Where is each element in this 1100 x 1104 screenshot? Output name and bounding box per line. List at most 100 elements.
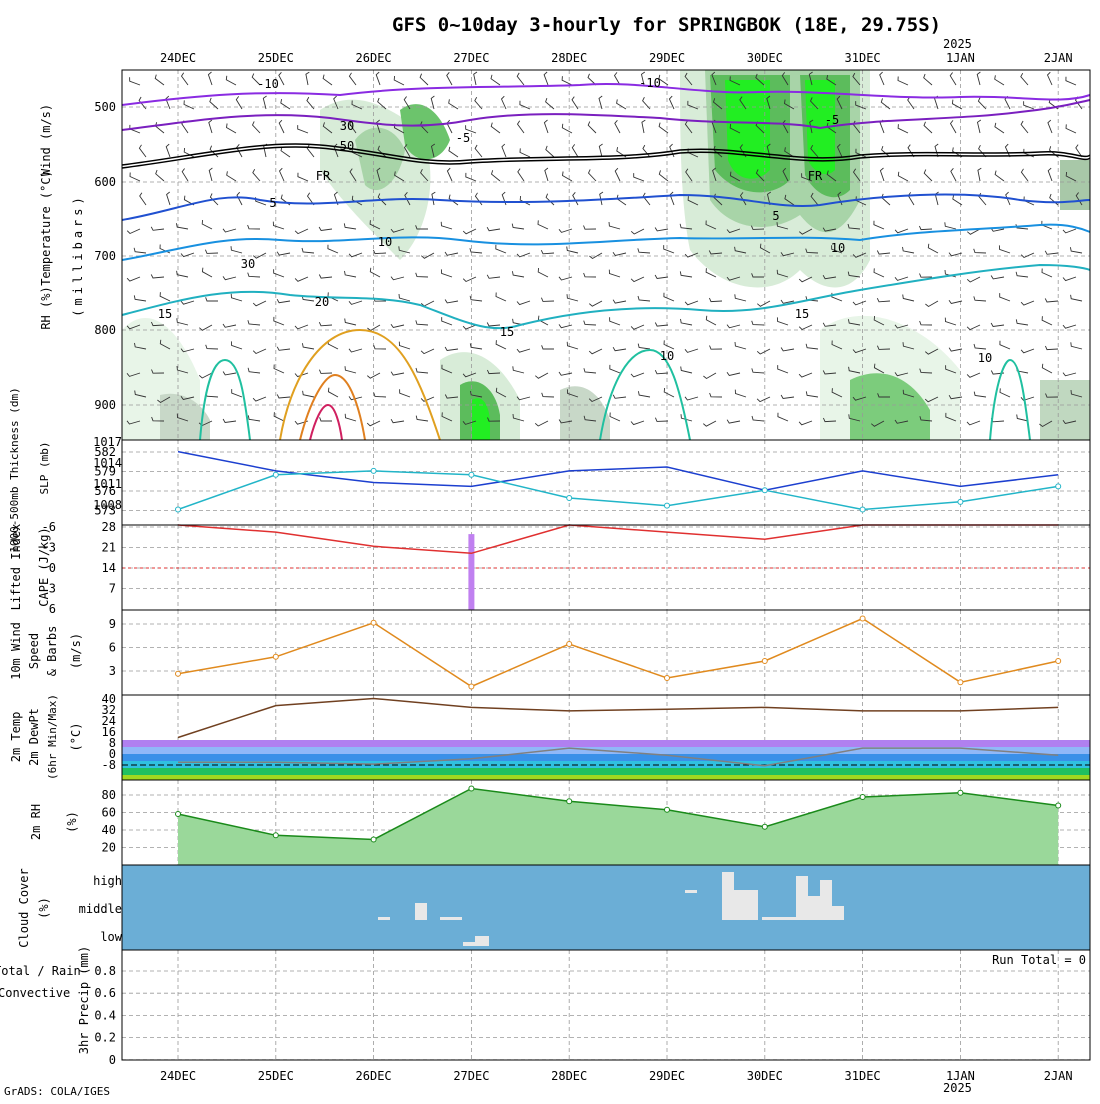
wind-barb — [637, 391, 651, 398]
wind-barb — [512, 413, 525, 422]
cloud-block — [820, 880, 832, 920]
wind-barb — [204, 249, 219, 254]
wind-barb — [734, 294, 747, 302]
wind-barb — [519, 195, 531, 206]
thickness-tick-label: 579 — [94, 465, 116, 479]
chart-title: GFS 0~10day 3-hourly for SPRINGBOK (18E,… — [392, 14, 941, 36]
wind-barb — [222, 418, 237, 423]
temp2m-tick-label: 32 — [102, 703, 116, 717]
wind-barb — [709, 392, 723, 398]
wind-barb — [726, 419, 741, 424]
rh-area — [560, 386, 610, 440]
wind-barb — [658, 170, 669, 182]
rh2m-area — [178, 788, 1059, 865]
wind-barb — [948, 299, 963, 305]
wind-barb — [566, 341, 579, 350]
wind-barb — [798, 276, 813, 283]
slp-tick-label: 1017 — [93, 435, 122, 449]
wind-barb — [784, 194, 795, 206]
wind-barb — [1065, 76, 1077, 86]
wind-barb — [516, 72, 525, 86]
wind-barb — [398, 293, 411, 302]
wind-barb — [208, 167, 213, 182]
wind-barb — [609, 317, 621, 326]
wind-barb — [490, 170, 501, 182]
rh-area — [1040, 380, 1090, 440]
wind-barb — [486, 226, 501, 232]
thickness-line-point — [664, 502, 670, 509]
wind-barb — [517, 168, 525, 182]
wind10-speed-line-point — [272, 653, 279, 660]
wind-barb — [726, 371, 741, 377]
wind-barb — [398, 341, 411, 350]
wind-barb — [369, 267, 381, 278]
cloud-level-label: low — [100, 930, 122, 944]
wind-barb — [222, 371, 237, 376]
wind-barb — [302, 390, 315, 398]
wind-barb — [462, 324, 477, 330]
wind-barb — [801, 173, 813, 182]
wind-barb — [950, 168, 957, 182]
wind-barb — [294, 228, 309, 235]
wind-barb — [544, 167, 549, 182]
ylabel-precip-a: Total / Rain — [0, 964, 81, 978]
wind-barb — [1062, 372, 1077, 377]
wind-barb — [994, 122, 1005, 134]
li-tick-label: 6 — [49, 602, 56, 616]
wind-barb — [348, 252, 363, 258]
pressure-tick-label: 800 — [94, 323, 116, 337]
contour-5 — [121, 193, 1091, 221]
wind-barb — [390, 418, 405, 424]
wind-barb — [566, 294, 579, 302]
slp-tick-label: 1008 — [93, 498, 122, 512]
wind-barb — [608, 269, 621, 278]
wind-barb — [448, 99, 459, 110]
wind-barb — [709, 345, 723, 350]
wind-barb — [390, 371, 405, 376]
wind-barb — [654, 322, 669, 327]
wind-barb — [781, 72, 789, 86]
wind-barb — [739, 192, 747, 206]
wind-barb — [756, 396, 771, 403]
wind-barb — [1062, 324, 1077, 329]
contour-label: 10 — [660, 349, 674, 363]
wind-barb — [511, 271, 525, 278]
wind-barb — [519, 100, 531, 110]
wind-barb — [777, 365, 789, 374]
wind-barb — [419, 73, 429, 86]
wind-barb — [994, 170, 1005, 182]
wind-barb — [1047, 167, 1053, 182]
wind-barb — [734, 246, 747, 254]
wind-barb — [919, 416, 933, 422]
wind-barb — [134, 342, 147, 350]
wind-barb — [1069, 247, 1083, 254]
wind10-speed-line-point — [370, 619, 377, 626]
wind-barb — [609, 364, 621, 374]
wind-barb — [377, 145, 387, 158]
wind-barb — [852, 252, 867, 258]
wind-barb — [448, 194, 459, 206]
wind-barb — [588, 348, 603, 355]
wind10-speed-line-point — [761, 658, 768, 664]
wind-barb — [780, 347, 795, 352]
wind-barb — [826, 170, 837, 182]
wind-barb — [1070, 389, 1083, 398]
wind-barb — [462, 372, 477, 378]
wind-barb — [176, 365, 189, 374]
wind-barb — [278, 167, 285, 182]
wind-barb — [805, 248, 819, 254]
wind-barb — [705, 315, 717, 326]
wind-barb — [944, 222, 957, 230]
wind10-speed-line-point — [468, 683, 475, 690]
ylabel-rh2m-unit: (%) — [65, 811, 79, 833]
wind-barb — [366, 420, 381, 427]
wind-barb — [589, 252, 603, 260]
wind-barb — [393, 75, 405, 86]
wind-barb — [703, 372, 717, 380]
precip-frame — [121, 949, 1091, 1061]
precip-plot-area — [122, 950, 1090, 1060]
wind-barb — [924, 396, 939, 403]
cloud-block — [734, 890, 758, 920]
ylabel-wind10-a: 10m Wind — [9, 622, 23, 680]
rh2m-panel: 80 60 40 20 — [102, 779, 1091, 866]
